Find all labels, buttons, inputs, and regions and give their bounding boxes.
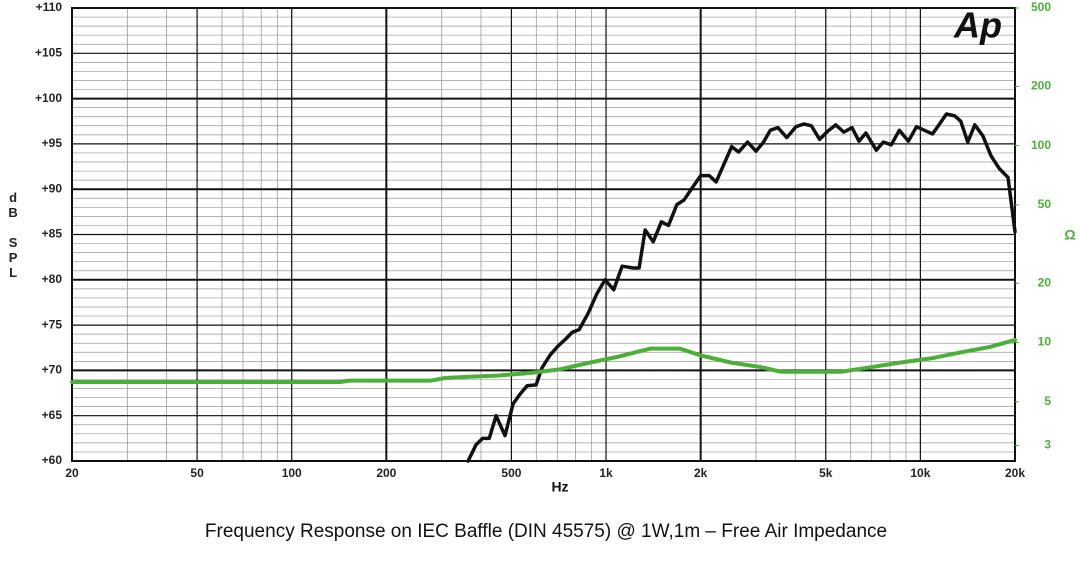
- y-tick-label: +105: [35, 45, 62, 59]
- x-tick-label: 20k: [1005, 466, 1025, 480]
- y-tick-label: +70: [42, 363, 63, 377]
- y-tick-label: +85: [42, 227, 63, 241]
- x-tick-label: 200: [376, 466, 396, 480]
- y-axis-label: dB SPL: [6, 190, 21, 280]
- y-tick-label: +65: [42, 408, 63, 422]
- y2-tick-label: 100: [1031, 138, 1051, 152]
- y2-axis-label: Ω: [1064, 227, 1075, 243]
- series-line: [70, 337, 1017, 384]
- x-tick-label: 10k: [910, 466, 930, 480]
- y2-tick-label: 3: [1044, 438, 1051, 452]
- logo: Ap: [953, 5, 1002, 46]
- y-tick-label: +100: [35, 91, 62, 105]
- y-tick-label: +75: [42, 317, 63, 331]
- y-tick-label: +110: [36, 0, 63, 14]
- x-tick-label: 1k: [599, 466, 613, 480]
- x-tick-label: 50: [190, 466, 204, 480]
- y-tick-label: +80: [42, 272, 63, 286]
- curves: [70, 112, 1017, 463]
- y2-tick-label: 200: [1031, 79, 1051, 93]
- x-axis-label: Hz: [551, 479, 568, 495]
- x-tick-label: 20: [65, 466, 79, 480]
- x-tick-label: 5k: [819, 466, 833, 480]
- plot-frame: [71, 7, 1016, 462]
- y2-tick-label: 5: [1044, 394, 1051, 408]
- y2-tick-label: 500: [1031, 0, 1051, 14]
- chart-title: Frequency Response on IEC Baffle (DIN 45…: [205, 521, 887, 542]
- y-tick-label: +90: [42, 181, 63, 195]
- y-tick-label: +60: [42, 453, 63, 467]
- series-line: [466, 112, 1017, 463]
- y-tick-label: +95: [42, 136, 63, 150]
- y2-tick-label: 10: [1038, 335, 1052, 349]
- y2-tick-label: 50: [1038, 197, 1052, 211]
- labels: +60 +65 +70 +75 +80 +85 +90 +95 +100 +105 +110 20 50…: [35, 0, 1051, 480]
- y2-tick-label: 20: [1038, 275, 1052, 289]
- x-tick-label: 2k: [694, 466, 708, 480]
- x-tick-label: 100: [282, 466, 302, 480]
- grid: [71, 7, 1016, 462]
- x-tick-label: 500: [501, 466, 521, 480]
